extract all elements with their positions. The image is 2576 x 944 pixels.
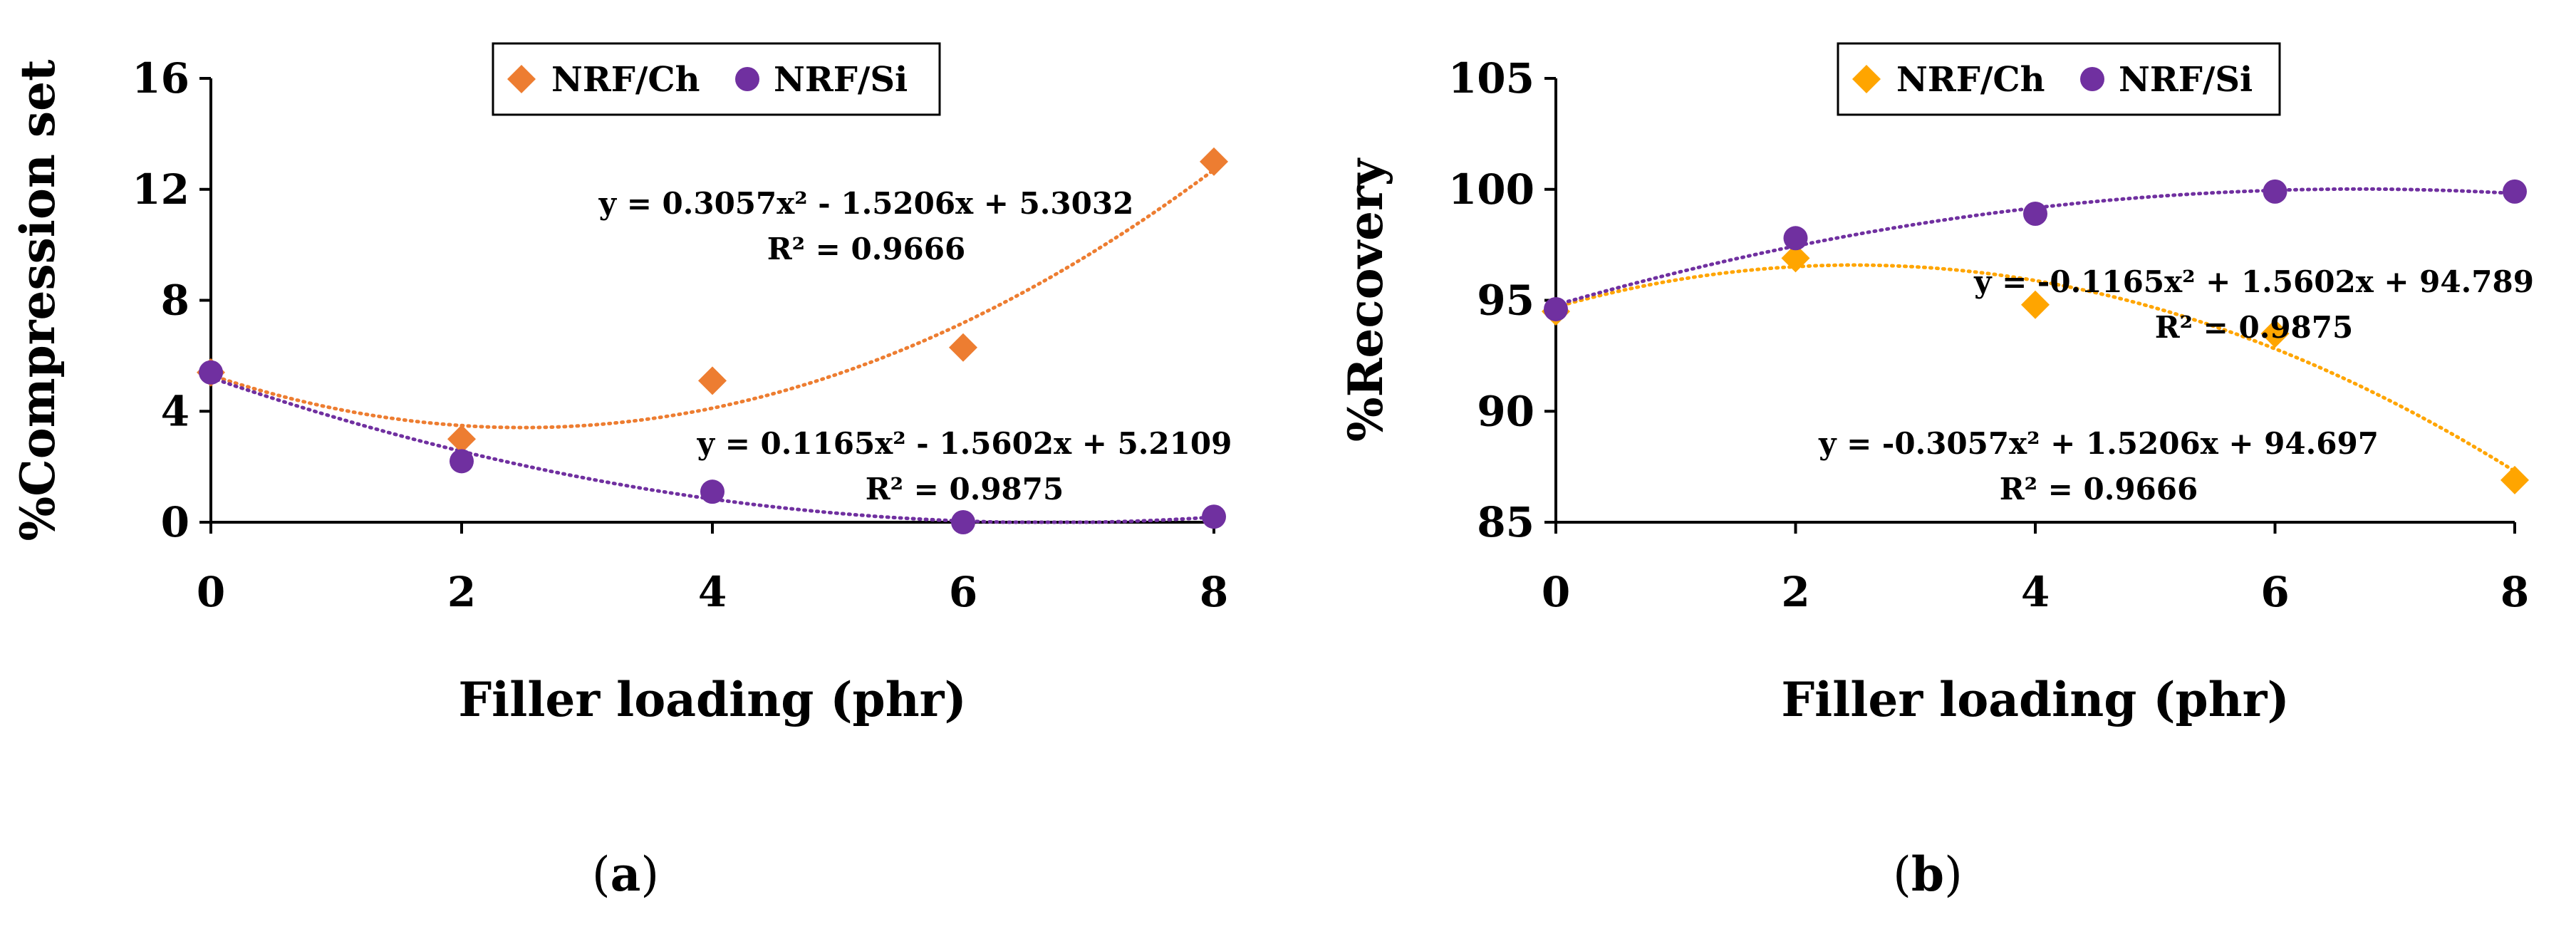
x-axis-title: Filler loading (phr) [1781,672,2289,727]
caption-close-paren: ) [1944,847,1963,902]
data-point-nrf-si [700,479,724,504]
data-point-nrf-si [2503,179,2527,204]
panel-label: a [611,846,641,902]
data-point-nrf-si [1544,296,1568,321]
trendline-r-squared: R² = 0.9875 [866,472,1064,507]
y-tick-label: 90 [1477,387,1534,435]
trendline-equation: y = 0.1165x² - 1.5602x + 5.2109 [697,426,1232,461]
caption-open-paren: ( [1893,847,1911,902]
y-tick-label: 100 [1448,165,1534,214]
chart-panel-a: 0 4 8 12 16 0 2 4 6 8 Filler loading (phr) %Compres… [10,42,1232,902]
legend-box [1837,42,2281,116]
y-tick-label: 8 [161,276,189,325]
caption-open-paren: ( [592,847,611,902]
legend-box [492,42,941,116]
data-point-nrf-ch [2500,465,2529,494]
legend-label: NRF/Si [774,60,908,100]
x-tick-label: 4 [2021,568,2050,616]
x-tick-label: 8 [2500,568,2529,616]
data-point-nrf-si [2263,179,2287,204]
data-point-nrf-si [199,360,223,385]
x-tick-label: 2 [1781,568,1809,616]
x-tick-label: 8 [1200,568,1228,616]
data-point-nrf-si [951,510,975,534]
x-tick-label: 6 [949,568,977,616]
legend-label: NRF/Si [2119,60,2253,100]
data-point-nrf-ch [1200,147,1228,176]
data-point-nrf-si [1202,504,1226,529]
legend-marker [1852,65,1881,93]
trendline-r-squared: R² = 0.9666 [2000,472,2198,507]
legend-marker [507,65,536,93]
data-point-nrf-ch [1781,244,1810,273]
trendline-equation: y = 0.3057x² - 1.5206x + 5.3032 [598,186,1134,221]
trendline-nrf-si [209,375,1216,524]
legend-label: NRF/Ch [551,60,700,100]
trendline-equation: y = -0.3057x² + 1.5206x + 94.697 [1818,426,2379,461]
trendline-r-squared: R² = 0.9875 [2155,310,2353,345]
data-point-nrf-ch [2021,290,2050,319]
panel-label: b [1911,846,1944,902]
panel-caption: (b) [1893,846,1963,902]
y-tick-label: 0 [161,498,189,546]
panel-caption: (a) [592,846,659,902]
y-tick-label: 105 [1448,54,1534,103]
data-point-nrf-si [450,449,474,474]
y-tick-label: 16 [132,54,189,103]
y-tick-label: 4 [161,387,189,435]
data-point-nrf-ch [447,425,476,454]
chart-panel-b: 85 90 95 100 105 0 2 4 6 8 Filler loading (phr) %Re… [1338,42,2534,902]
caption-close-paren: ) [640,847,659,902]
x-tick-label: 0 [1542,568,1570,616]
data-point-nrf-si [2023,202,2047,227]
x-axis-title: Filler loading (phr) [458,672,966,727]
x-tick-label: 2 [447,568,476,616]
data-point-nrf-ch [698,366,727,395]
x-tick-label: 4 [698,568,727,616]
data-point-nrf-si [1783,226,1808,251]
y-axis-title: %Recovery [1338,157,1393,442]
x-tick-label: 0 [197,568,225,616]
y-axis-title: %Compression set [10,59,66,541]
legend-label: NRF/Ch [1896,60,2045,100]
data-point-nrf-ch [949,333,977,362]
data-point-nrf-ch [2260,319,2290,348]
y-tick-label: 12 [132,165,189,214]
trendline-nrf-ch [209,167,1216,430]
x-tick-label: 6 [2260,568,2289,616]
trendline-equation: y = -0.1165x² + 1.5602x + 94.789 [1973,264,2534,299]
y-tick-label: 95 [1477,276,1534,325]
legend-marker [735,67,759,91]
y-tick-label: 85 [1477,498,1534,546]
legend-marker [2080,67,2104,91]
trendline-r-squared: R² = 0.9666 [767,232,965,266]
trendline-nrf-ch [1554,263,2517,473]
